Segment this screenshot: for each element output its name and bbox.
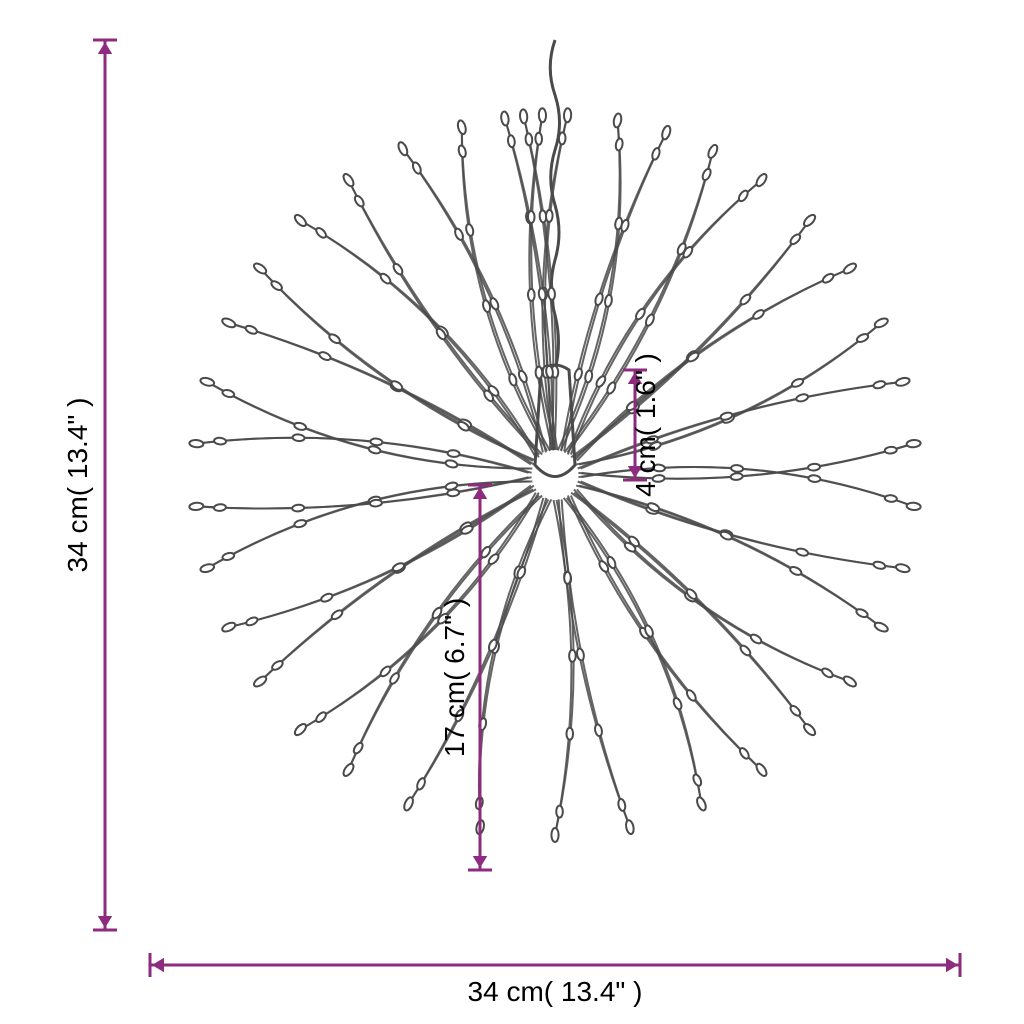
led-bulb — [545, 365, 553, 378]
led-bulb-tip — [906, 439, 921, 447]
led-bulb — [528, 211, 535, 223]
led-bulb-tip — [189, 439, 204, 447]
dimension-label-height: 34 cm( 13.4" ) — [62, 398, 93, 573]
led-bulb-tip — [189, 502, 204, 510]
led-bulb — [214, 437, 227, 445]
led-bulb — [731, 465, 744, 473]
led-bulb-tip — [539, 108, 547, 122]
led-bulb — [564, 572, 571, 584]
led-bulb — [569, 650, 576, 662]
led-bulb — [538, 288, 546, 301]
dimension-label-width: 34 cm( 13.4" ) — [468, 976, 643, 1007]
led-bulb — [546, 210, 553, 222]
led-bulb — [559, 132, 566, 144]
led-bulb — [214, 504, 227, 512]
led-bulb — [566, 728, 573, 740]
led-bulb — [556, 806, 563, 818]
led-bulb — [528, 289, 535, 301]
led-bulb-tip — [519, 109, 527, 124]
dimension-label-branch: 17 cm( 6.7" ) — [439, 598, 470, 757]
led-bulb — [808, 463, 821, 471]
led-bulb — [447, 450, 460, 458]
led-bulb — [370, 499, 383, 507]
led-bulb — [292, 504, 305, 512]
led-bulb — [885, 495, 898, 503]
led-bulb — [292, 434, 305, 442]
led-bulb — [535, 366, 542, 378]
led-bulb — [808, 475, 821, 483]
led-bulb — [548, 288, 556, 301]
led-bulb — [370, 438, 383, 446]
led-bulb-tip — [906, 502, 921, 510]
led-bulb — [525, 133, 533, 146]
led-bulb — [730, 473, 743, 481]
led-bulb-tip — [551, 828, 558, 842]
led-bulb-tip — [564, 108, 572, 122]
dimension-label-hub: 4 cm( 1.6" ) — [630, 353, 661, 497]
led-bulb — [884, 446, 897, 454]
led-bulb — [507, 135, 515, 148]
led-bulb — [535, 133, 542, 145]
led-bulb — [447, 489, 460, 497]
